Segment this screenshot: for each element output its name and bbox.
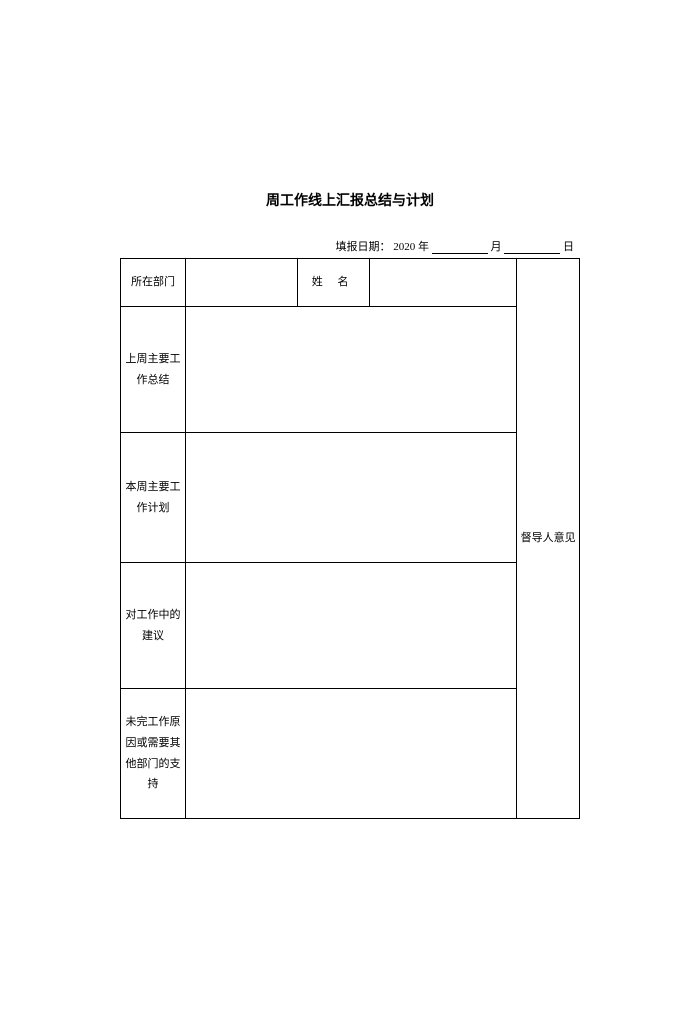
last-week-summary-content [185,307,516,433]
incomplete-reasons-content [185,689,516,819]
department-value-cell [185,259,297,307]
work-suggestions-row: 对工作中的建议 [121,563,580,689]
day-blank [504,241,560,254]
month-suffix: 月 [491,241,502,253]
name-label-cell: 姓 名 [297,259,369,307]
date-year: 2020 年 [393,241,429,253]
incomplete-reasons-row: 未完工作原因或需要其他部门的支持 [121,689,580,819]
month-blank [432,241,488,254]
this-week-plan-label: 本周主要工作计划 [121,433,186,563]
last-week-summary-label: 上周主要工作总结 [121,307,186,433]
page-title: 周工作线上汇报总结与计划 [120,190,580,210]
document-page: 周工作线上汇报总结与计划 填报日期： 2020 年 月 日 所在部门 姓 名 督… [0,0,700,1030]
name-label-text: 姓 名 [312,276,355,288]
department-label-cell: 所在部门 [121,259,186,307]
incomplete-reasons-label: 未完工作原因或需要其他部门的支持 [121,689,186,819]
supervisor-opinion-cell: 督导人意见 [517,259,580,819]
report-form-table: 所在部门 姓 名 督导人意见 上周主要工作总结 本周主要工作计划 对工作中的建议… [120,258,580,819]
last-week-summary-row: 上周主要工作总结 [121,307,580,433]
this-week-plan-content [185,433,516,563]
date-line: 填报日期： 2020 年 月 日 [120,238,580,254]
day-suffix: 日 [563,241,574,253]
date-label: 填报日期： [336,241,391,253]
header-row: 所在部门 姓 名 督导人意见 [121,259,580,307]
work-suggestions-label: 对工作中的建议 [121,563,186,689]
name-value-cell [369,259,517,307]
work-suggestions-content [185,563,516,689]
this-week-plan-row: 本周主要工作计划 [121,433,580,563]
